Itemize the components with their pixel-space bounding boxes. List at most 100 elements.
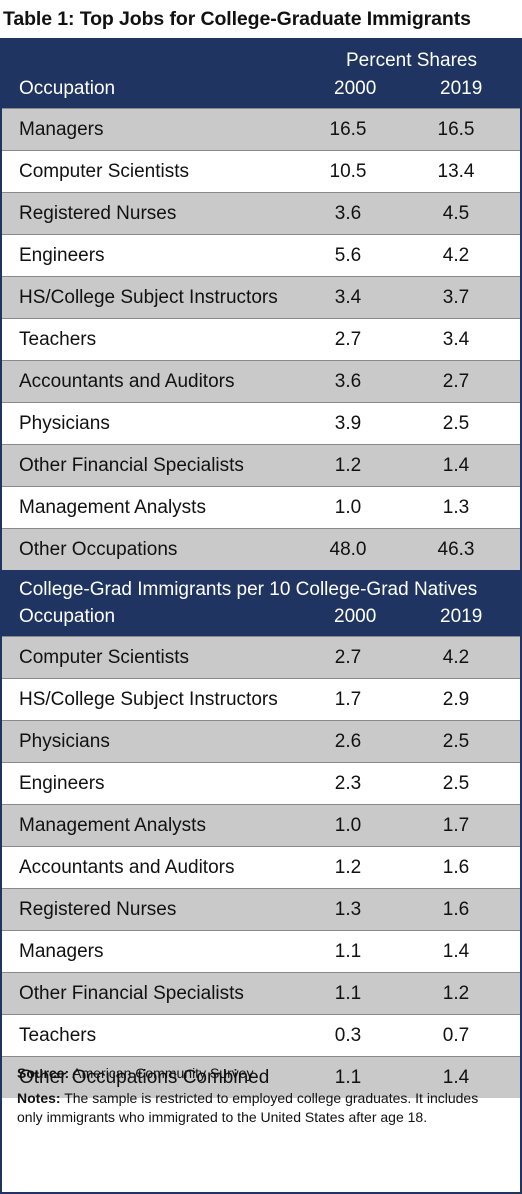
occupation-cell: Engineers — [19, 245, 105, 266]
value-2019-cell: 3.4 — [442, 329, 470, 350]
occupation-cell: Management Analysts — [19, 497, 206, 518]
table-row: Other Financial Specialists 1.2 1.4 — [2, 444, 520, 486]
occupation-cell: Physicians — [19, 731, 110, 752]
value-2019-cell: 13.4 — [437, 161, 475, 182]
table-row: Accountants and Auditors 1.2 1.6 — [2, 846, 520, 888]
section1-col-occupation: Occupation — [19, 78, 116, 99]
value-2000-cell: 1.0 — [334, 815, 362, 836]
table-row: Physicians 3.9 2.5 — [2, 402, 520, 444]
section1-col-2000: 2000 — [334, 78, 377, 99]
table-row: Managers 1.1 1.4 — [2, 930, 520, 972]
table-row: Management Analysts 1.0 1.7 — [2, 804, 520, 846]
value-2000-cell: 0.3 — [334, 1025, 362, 1046]
value-2000-cell: 10.5 — [329, 161, 367, 182]
occupation-cell: Other Occupations Combined — [19, 1067, 270, 1088]
table-row: Engineers 5.6 4.2 — [2, 234, 520, 276]
notes-text: The sample is restricted to employed col… — [17, 1090, 479, 1125]
table-row: Engineers 2.3 2.5 — [2, 762, 520, 804]
occupation-cell: Other Financial Specialists — [19, 983, 244, 1004]
value-2000-cell: 2.7 — [334, 329, 362, 350]
occupation-cell: Other Financial Specialists — [19, 455, 244, 476]
value-2019-cell: 2.5 — [442, 773, 470, 794]
value-2019-cell: 1.6 — [442, 857, 470, 878]
value-2019-cell: 4.5 — [442, 203, 470, 224]
section1-header: Percent Shares Occupation 2000 2019 — [2, 40, 520, 108]
table-row: HS/College Subject Instructors 3.4 3.7 — [2, 276, 520, 318]
section2-group-header: College-Grad Immigrants per 10 College-G… — [19, 579, 478, 600]
value-2000-cell: 2.3 — [334, 773, 362, 794]
occupation-cell: Managers — [19, 941, 104, 962]
value-2019-cell: 2.7 — [442, 371, 470, 392]
value-2000-cell: 1.2 — [334, 857, 362, 878]
occupation-cell: Teachers — [19, 329, 97, 350]
occupation-cell: Managers — [19, 119, 104, 140]
table-row: Registered Nurses 3.6 4.5 — [2, 192, 520, 234]
table-row: Other Occupations Combined 1.1 1.4 — [2, 1056, 520, 1098]
value-2000-cell: 16.5 — [329, 119, 367, 140]
value-2000-cell: 3.9 — [334, 413, 362, 434]
table-row: Registered Nurses 1.3 1.6 — [2, 888, 520, 930]
value-2019-cell: 0.7 — [442, 1025, 470, 1046]
value-2019-cell: 1.7 — [442, 815, 470, 836]
value-2000-cell: 1.1 — [334, 983, 362, 1004]
notes-label: Notes: — [17, 1090, 61, 1106]
table-row: Computer Scientists 10.5 13.4 — [2, 150, 520, 192]
value-2019-cell: 1.6 — [442, 899, 470, 920]
value-2019-cell: 16.5 — [437, 119, 475, 140]
value-2000-cell: 5.6 — [334, 245, 362, 266]
value-2019-cell: 1.3 — [442, 497, 470, 518]
occupation-cell: Computer Scientists — [19, 647, 190, 668]
value-2019-cell: 4.2 — [442, 647, 470, 668]
value-2000-cell: 1.7 — [334, 689, 362, 710]
value-2000-cell: 3.4 — [334, 287, 362, 308]
value-2000-cell: 3.6 — [334, 371, 362, 392]
occupation-cell: Computer Scientists — [19, 161, 190, 182]
value-2019-cell: 2.9 — [442, 689, 470, 710]
table-row: Computer Scientists 2.7 4.2 — [2, 636, 520, 678]
value-2000-cell: 1.1 — [334, 1067, 362, 1088]
table-title: Table 1: Top Jobs for College-Graduate I… — [3, 8, 471, 30]
section2-col-2000: 2000 — [334, 606, 377, 627]
source-text: American Community Survey — [72, 1065, 254, 1081]
source-note: Source: American Community Survey — [17, 1064, 507, 1083]
value-2019-cell: 4.2 — [442, 245, 470, 266]
section2-col-2019: 2019 — [440, 606, 483, 627]
section2-rows: Computer Scientists 2.7 4.2 HS/College Subj… — [2, 636, 520, 1098]
section1-rows: Managers 16.5 16.5 Computer Scientists 10.5 1… — [2, 108, 520, 570]
value-2019-cell: 3.7 — [442, 287, 470, 308]
table-row: Other Occupations 48.0 46.3 — [2, 528, 520, 570]
occupation-cell: HS/College Subject Instructors — [19, 287, 278, 308]
value-2000-cell: 1.2 — [334, 455, 362, 476]
section2-header: College-Grad Immigrants per 10 College-G… — [2, 570, 520, 636]
occupation-cell: Accountants and Auditors — [19, 857, 235, 878]
occupation-cell: Physicians — [19, 413, 110, 434]
value-2000-cell: 1.3 — [334, 899, 362, 920]
value-2019-cell: 1.2 — [442, 983, 470, 1004]
footnotes: Source: American Community Survey Notes:… — [17, 1064, 507, 1133]
value-2019-cell: 2.5 — [442, 413, 470, 434]
value-2019-cell: 1.4 — [442, 455, 470, 476]
notes-note: Notes: The sample is restricted to emplo… — [17, 1089, 507, 1127]
table-row: Teachers 0.3 0.7 — [2, 1014, 520, 1056]
value-2019-cell: 1.4 — [442, 1067, 470, 1088]
table-row: Other Financial Specialists 1.1 1.2 — [2, 972, 520, 1014]
occupation-cell: Registered Nurses — [19, 899, 177, 920]
source-label: Source: — [17, 1065, 70, 1081]
value-2000-cell: 3.6 — [334, 203, 362, 224]
table-frame: Percent Shares Occupation 2000 2019 Mana… — [0, 38, 522, 1194]
value-2000-cell: 2.6 — [334, 731, 362, 752]
occupation-cell: Engineers — [19, 773, 105, 794]
table-row: Management Analysts 1.0 1.3 — [2, 486, 520, 528]
value-2000-cell: 1.1 — [334, 941, 362, 962]
occupation-cell: HS/College Subject Instructors — [19, 689, 278, 710]
section2-col-occupation: Occupation — [19, 606, 116, 627]
value-2000-cell: 1.0 — [334, 497, 362, 518]
value-2000-cell: 48.0 — [329, 539, 367, 560]
value-2019-cell: 46.3 — [437, 539, 475, 560]
occupation-cell: Registered Nurses — [19, 203, 177, 224]
occupation-cell: Management Analysts — [19, 815, 206, 836]
section1-group-header: Percent Shares — [346, 50, 477, 71]
value-2019-cell: 1.4 — [442, 941, 470, 962]
table-row: Managers 16.5 16.5 — [2, 108, 520, 150]
section1-col-2019: 2019 — [440, 78, 483, 99]
